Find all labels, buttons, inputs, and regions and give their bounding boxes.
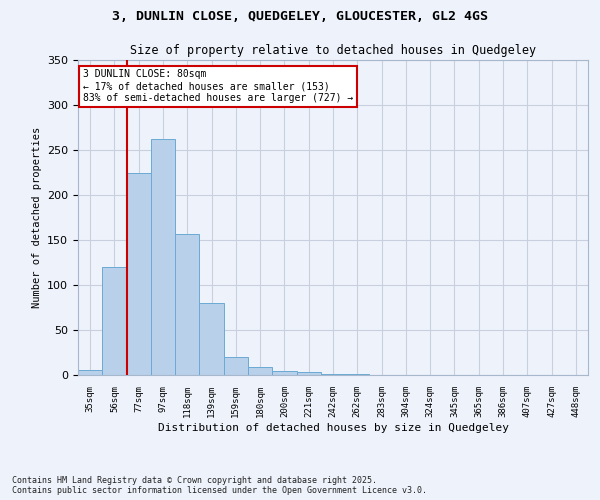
Bar [127, 172, 151, 375]
Bar [78, 370, 102, 375]
Title: Size of property relative to detached houses in Quedgeley: Size of property relative to detached ho… [130, 44, 536, 58]
Bar [199, 303, 224, 375]
Text: 3 DUNLIN CLOSE: 80sqm
← 17% of detached houses are smaller (153)
83% of semi-det: 3 DUNLIN CLOSE: 80sqm ← 17% of detached … [83, 70, 353, 102]
Bar [321, 374, 345, 375]
X-axis label: Distribution of detached houses by size in Quedgeley: Distribution of detached houses by size … [157, 422, 509, 432]
Bar [272, 370, 296, 375]
Bar [296, 372, 321, 375]
Bar [102, 267, 127, 375]
Bar [151, 139, 175, 375]
Bar [175, 234, 199, 375]
Text: Contains HM Land Registry data © Crown copyright and database right 2025.
Contai: Contains HM Land Registry data © Crown c… [12, 476, 427, 495]
Bar [224, 357, 248, 375]
Bar [248, 367, 272, 375]
Text: 3, DUNLIN CLOSE, QUEDGELEY, GLOUCESTER, GL2 4GS: 3, DUNLIN CLOSE, QUEDGELEY, GLOUCESTER, … [112, 10, 488, 23]
Y-axis label: Number of detached properties: Number of detached properties [32, 127, 41, 308]
Bar [345, 374, 370, 375]
